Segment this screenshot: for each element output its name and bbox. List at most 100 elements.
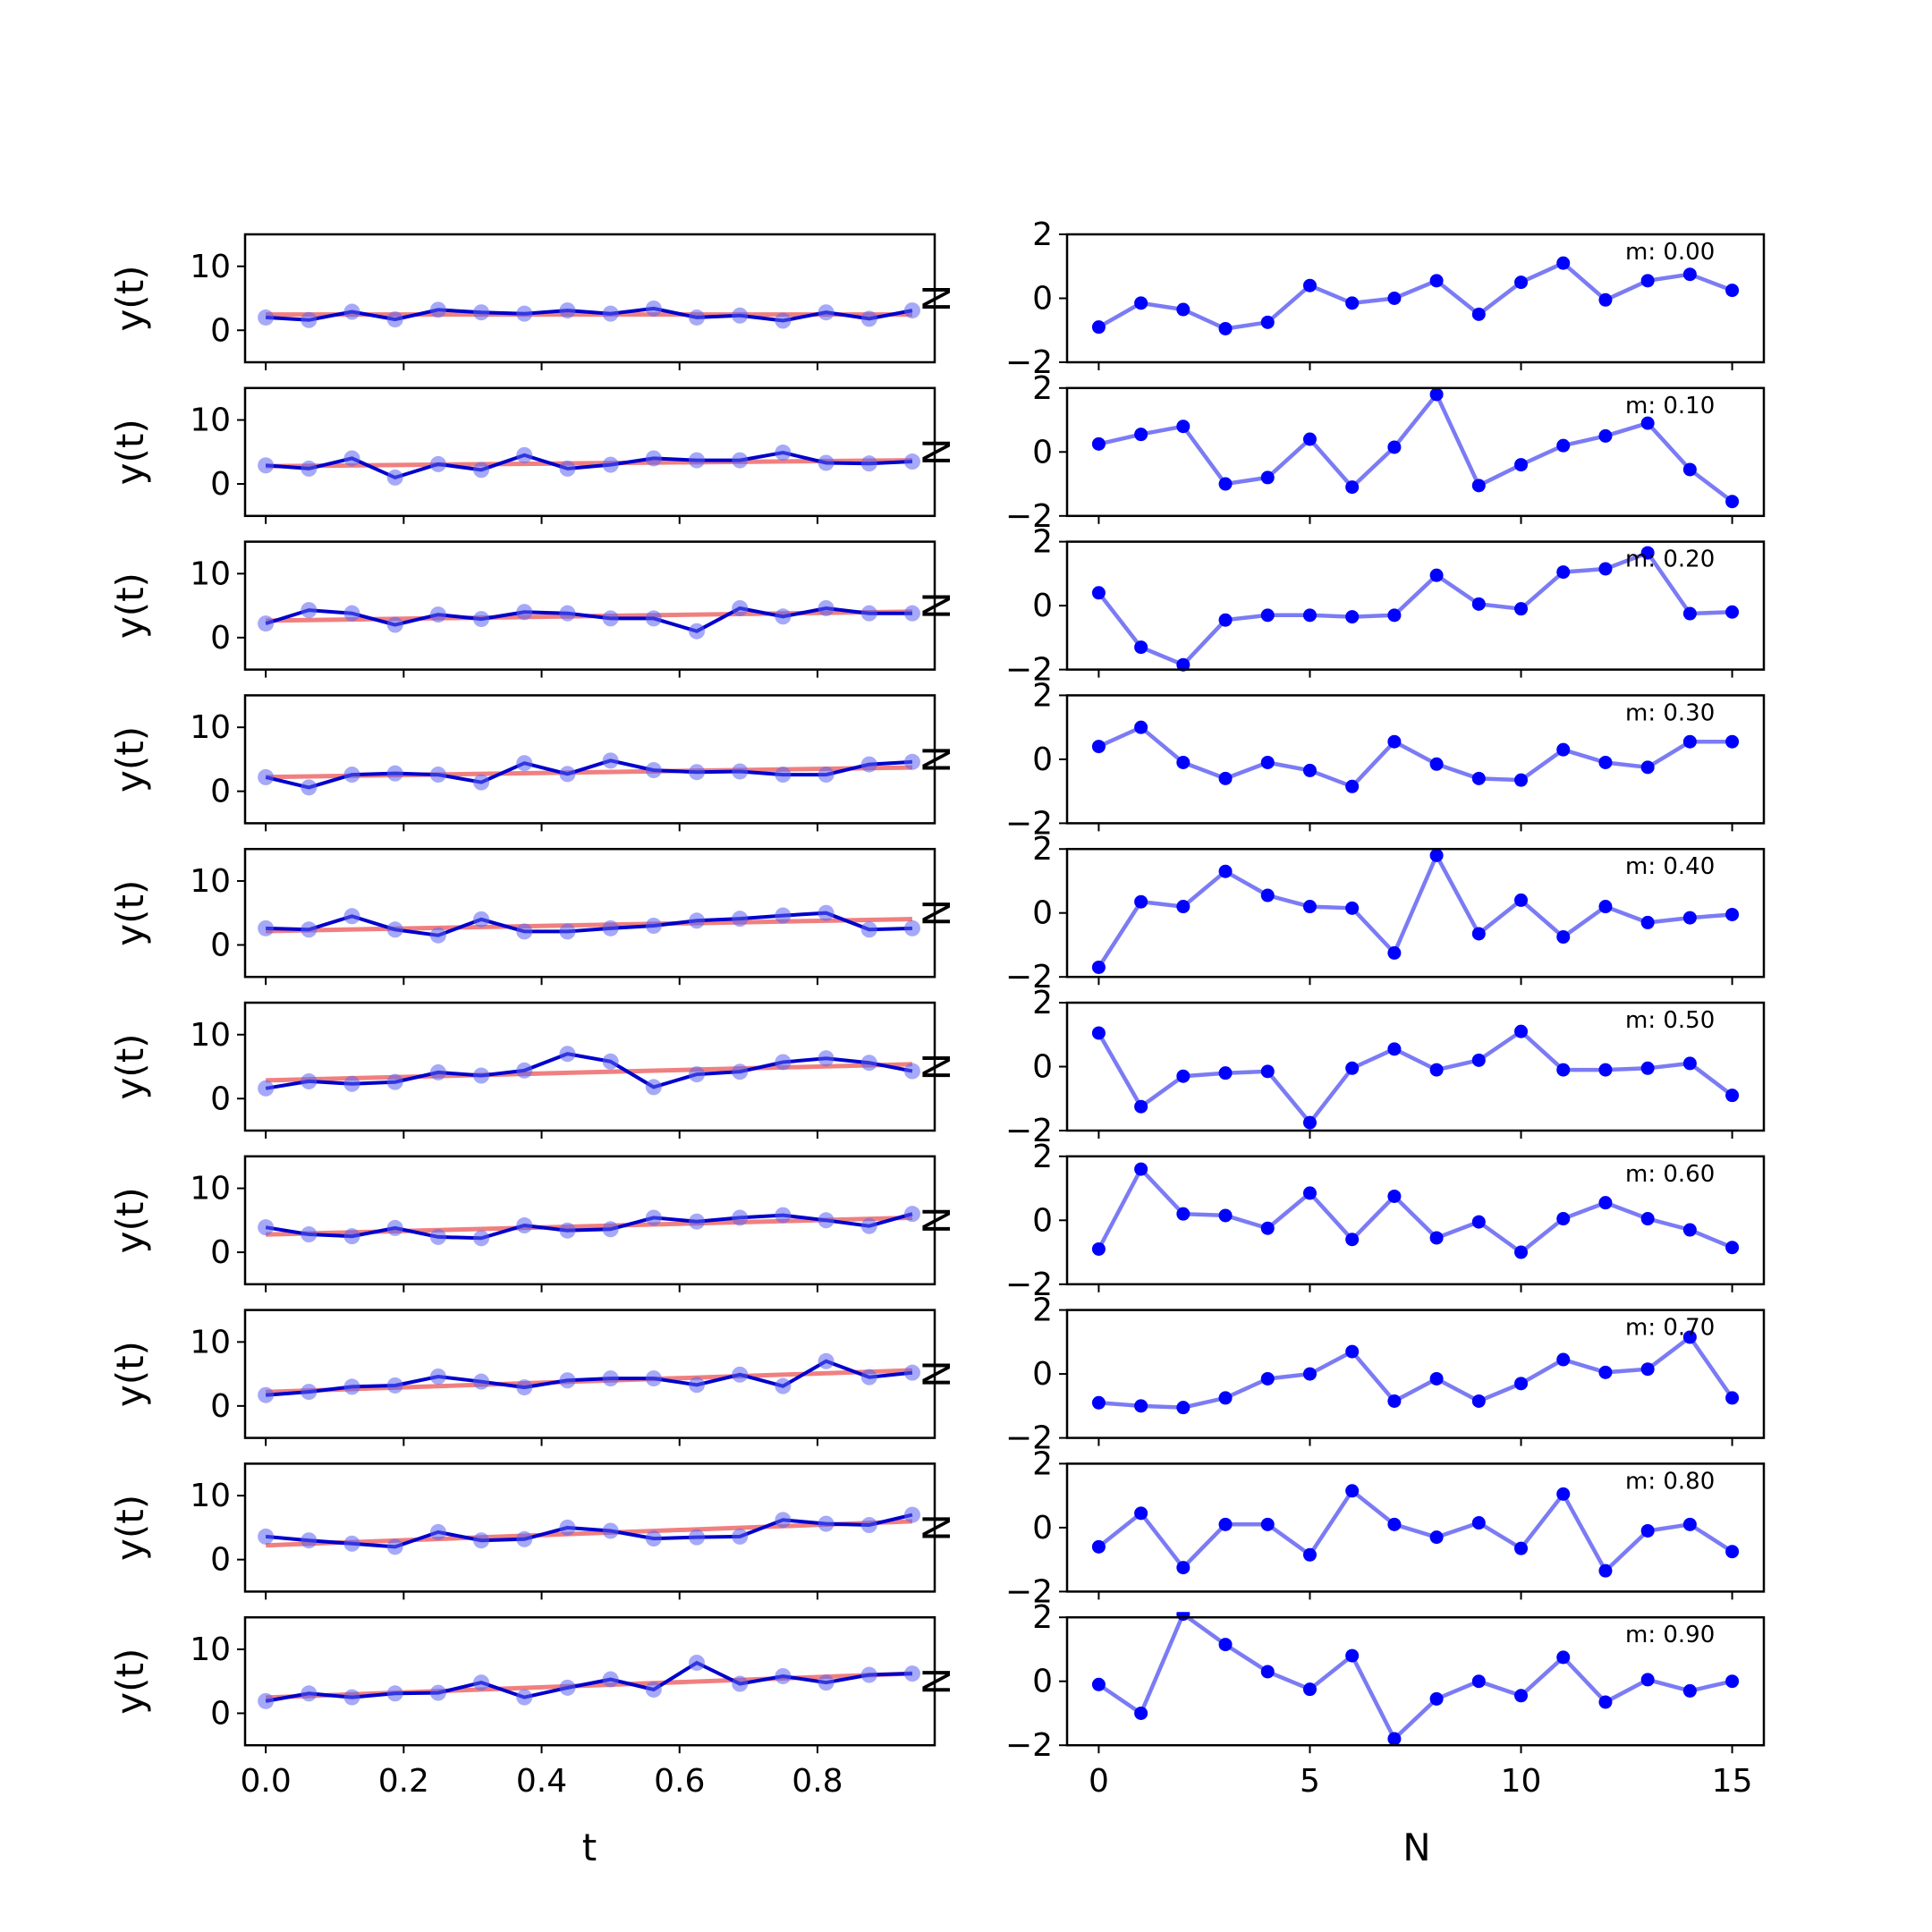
y-tick-label: −2 xyxy=(1005,344,1053,381)
y-tick-label: 2 xyxy=(1032,1445,1053,1482)
residual-point xyxy=(1514,1689,1529,1703)
data-point xyxy=(775,1207,792,1224)
residual-point xyxy=(1387,440,1402,454)
data-point xyxy=(732,911,749,928)
y-tick-label: 0 xyxy=(210,1234,231,1271)
y-tick-label: −2 xyxy=(1005,1727,1053,1764)
data-point xyxy=(775,767,792,784)
y-tick-label: 10 xyxy=(190,1171,231,1208)
residual-point xyxy=(1176,1207,1191,1221)
residual-point xyxy=(1514,1245,1529,1259)
residual-point xyxy=(1682,734,1697,749)
left-panel-2: 10 0 y(t) xyxy=(108,540,936,678)
residual-point xyxy=(1091,1241,1106,1256)
data-point xyxy=(343,1075,360,1092)
data-point xyxy=(343,908,360,925)
y-tick-label: −2 xyxy=(1005,1573,1053,1610)
left-y-axis-label: y(t) xyxy=(108,1187,152,1253)
data-point xyxy=(775,1054,792,1071)
data-point xyxy=(903,1665,920,1682)
residual-point xyxy=(1176,1401,1191,1415)
residual-point xyxy=(1302,432,1317,446)
data-point xyxy=(429,1063,446,1080)
data-point xyxy=(689,1377,706,1394)
data-line xyxy=(266,911,912,937)
data-point xyxy=(559,1046,576,1063)
fit-line xyxy=(266,1671,913,1700)
data-point xyxy=(473,774,490,791)
residual-point xyxy=(1302,1367,1317,1381)
data-point xyxy=(473,1532,490,1549)
data-point xyxy=(602,919,619,936)
right-panel-plot-area xyxy=(1091,256,1740,335)
data-point xyxy=(559,923,576,940)
data-point xyxy=(732,599,749,616)
residual-point xyxy=(1725,495,1740,509)
data-point xyxy=(473,1373,490,1390)
data-point xyxy=(602,456,619,473)
data-point xyxy=(559,1372,576,1389)
residual-point xyxy=(1514,1377,1529,1391)
residual-line xyxy=(1097,1165,1733,1255)
data-point xyxy=(559,1519,576,1536)
data-point xyxy=(602,1522,619,1539)
residual-line xyxy=(1097,1612,1733,1742)
data-point xyxy=(386,311,403,328)
x-tick-label: 0.2 xyxy=(378,1763,429,1800)
y-tick-label: 0 xyxy=(1032,1510,1053,1546)
x-tick-label: 0.0 xyxy=(240,1763,291,1800)
residual-point xyxy=(1260,608,1275,623)
residual-point xyxy=(1514,458,1529,472)
data-point xyxy=(559,1679,576,1696)
x-tick-label: 5 xyxy=(1300,1763,1320,1800)
data-point xyxy=(258,457,275,474)
residual-point xyxy=(1176,1612,1191,1622)
data-point xyxy=(258,615,275,632)
data-point xyxy=(818,454,835,471)
data-point xyxy=(386,1538,403,1555)
residual-point xyxy=(1387,1517,1402,1531)
data-point xyxy=(258,1386,275,1403)
right-panel-plot-area xyxy=(1091,546,1740,672)
residual-point xyxy=(1134,1399,1148,1413)
y-tick-label: 0 xyxy=(1032,1202,1053,1239)
slope-annotation: m: 0.10 xyxy=(1625,393,1715,419)
x-tick-label: 0.4 xyxy=(516,1763,567,1800)
residual-point xyxy=(1514,893,1529,907)
data-point xyxy=(602,1053,619,1070)
data-point xyxy=(473,304,490,321)
right-panel-2: 2 0 −2 Nm: 0.20 xyxy=(915,524,1766,689)
y-tick-label: 2 xyxy=(1032,216,1053,253)
residual-point xyxy=(1387,1189,1402,1203)
residual-point xyxy=(1091,586,1106,600)
residual-point xyxy=(1598,1695,1613,1709)
residual-point xyxy=(1471,479,1486,493)
data-point xyxy=(301,1384,318,1401)
residual-point xyxy=(1345,1648,1360,1663)
residual-point xyxy=(1429,1063,1444,1077)
y-tick-label: 2 xyxy=(1032,1292,1053,1329)
y-tick-label: 0 xyxy=(1032,741,1053,778)
data-point xyxy=(429,1368,446,1385)
left-panel-plot-area xyxy=(258,904,920,944)
data-point xyxy=(689,1529,706,1546)
residual-point xyxy=(1598,1563,1613,1578)
y-tick-label: 0 xyxy=(210,1388,231,1425)
left-panel-3: 10 0 y(t) xyxy=(108,694,936,832)
residual-point xyxy=(1260,1665,1275,1679)
residual-point xyxy=(1640,1061,1655,1075)
fit-line xyxy=(266,1062,913,1083)
data-point xyxy=(429,767,446,784)
y-tick-label: 10 xyxy=(190,709,231,746)
residual-point xyxy=(1091,1395,1106,1410)
residual-point xyxy=(1134,640,1148,655)
data-point xyxy=(903,453,920,470)
data-point xyxy=(645,762,662,779)
data-point xyxy=(602,305,619,322)
right-panel-9: 2 0 −2 0 5 10 15 Nm: 0.90 xyxy=(915,1599,1766,1800)
left-panel-plot-area xyxy=(258,752,920,796)
y-tick-label: 2 xyxy=(1032,985,1053,1021)
data-point xyxy=(860,310,877,327)
residual-point xyxy=(1429,1371,1444,1385)
y-tick-label: −2 xyxy=(1005,652,1053,689)
